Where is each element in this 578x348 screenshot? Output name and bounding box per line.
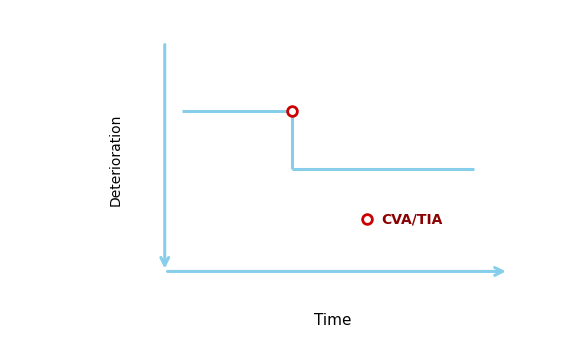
Text: Time: Time — [314, 313, 351, 328]
Text: CVA/TIA: CVA/TIA — [381, 212, 443, 226]
Text: Deterioration: Deterioration — [109, 114, 123, 206]
